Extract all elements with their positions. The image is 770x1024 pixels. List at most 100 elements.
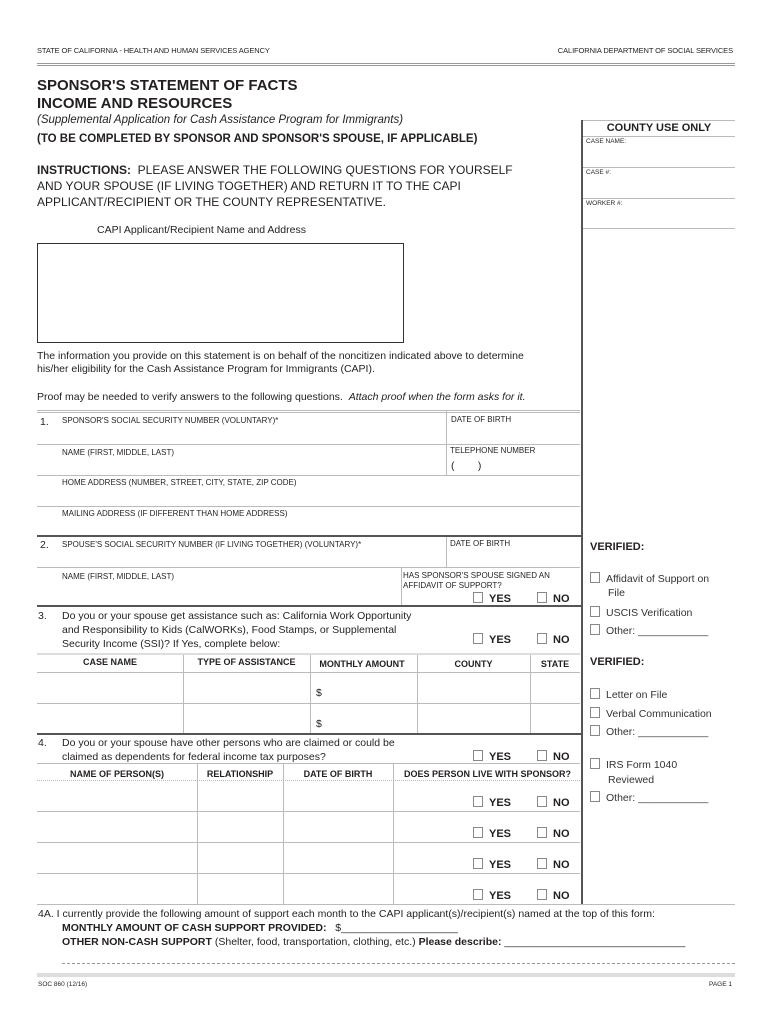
divider (37, 605, 582, 607)
monthly-amount-row2[interactable]: $ (316, 718, 322, 730)
checkbox-icon[interactable] (473, 827, 483, 838)
checkbox-icon[interactable] (590, 791, 600, 802)
dependent-2-lives-yes[interactable]: YES (473, 827, 511, 840)
q3-yes[interactable]: YES (473, 633, 511, 646)
q3-text: Do you or your spouse get assistance suc… (62, 609, 411, 651)
mailing-address-field[interactable]: MAILING ADDRESS (IF DIFFERENT THAN HOME … (62, 509, 288, 518)
sponsor-name-field[interactable]: NAME (FIRST, MIDDLE, LAST) (62, 448, 175, 457)
checkbox-icon[interactable] (537, 796, 547, 807)
no-label: NO (553, 593, 570, 605)
divider (310, 655, 311, 735)
county-box-top (583, 120, 735, 121)
case-name-field[interactable]: CASE NAME: (586, 138, 627, 145)
spouse-dob-field[interactable]: DATE OF BIRTH (450, 539, 511, 548)
divider (37, 842, 580, 843)
checkbox-icon[interactable] (473, 592, 483, 603)
checkbox-icon[interactable] (473, 796, 483, 807)
checkbox-icon[interactable] (590, 758, 600, 769)
checkbox-icon[interactable] (473, 889, 483, 900)
verify-irs-1040[interactable]: IRS Form 1040 Reviewed (590, 758, 677, 788)
checkbox-icon[interactable] (590, 707, 600, 718)
describe-input[interactable]: _______________________________ (501, 936, 686, 948)
q2-number: 2. (40, 539, 49, 551)
right-column-rule (581, 120, 583, 905)
sponsor-phone-field[interactable]: TELEPHONE NUMBER (450, 446, 536, 455)
phone-area-code[interactable]: ( ) (451, 460, 482, 472)
no-label: NO (553, 890, 570, 902)
checkbox-icon[interactable] (537, 633, 547, 644)
yes-label: YES (489, 634, 512, 646)
checkbox-icon[interactable] (537, 592, 547, 603)
divider (37, 444, 580, 445)
dependent-2-lives-no[interactable]: NO (537, 827, 570, 840)
divider (37, 873, 580, 874)
checkbox-icon[interactable] (590, 688, 600, 699)
q4-number: 4. (38, 737, 47, 749)
checkbox-icon[interactable] (473, 858, 483, 869)
checkbox-icon[interactable] (537, 827, 547, 838)
capi-label: CAPI Applicant/Recipient Name and Addres… (97, 224, 306, 236)
affidavit-no[interactable]: NO (537, 592, 570, 605)
verify-verbal[interactable]: Verbal Communication (590, 707, 712, 720)
checkbox-icon[interactable] (473, 633, 483, 644)
q4-no[interactable]: NO (537, 750, 570, 763)
q3-no[interactable]: NO (537, 633, 570, 646)
spouse-ssn-field[interactable]: SPOUSE'S SOCIAL SECURITY NUMBER (IF LIVI… (62, 540, 362, 549)
home-address-field[interactable]: HOME ADDRESS (NUMBER, STREET, CITY, STAT… (62, 478, 297, 487)
dependent-3-lives-no[interactable]: NO (537, 858, 570, 871)
checkbox-icon[interactable] (473, 750, 483, 761)
checkbox-icon[interactable] (537, 858, 547, 869)
divider (446, 411, 447, 476)
divider (583, 136, 735, 137)
yes-label: YES (489, 859, 512, 871)
q3-line1: Do you or your spouse get assistance suc… (62, 610, 412, 622)
verify-affidavit[interactable]: Affidavit of Support on File (590, 572, 709, 600)
affidavit-yes[interactable]: YES (473, 592, 511, 605)
support-statement: 4A. I currently provide the following am… (38, 908, 655, 920)
verify-other-3[interactable]: Other: ____________ (590, 791, 708, 804)
sponsor-ssn-field[interactable]: SPONSOR'S SOCIAL SECURITY NUMBER (VOLUNT… (62, 416, 279, 425)
dependent-4-lives-no[interactable]: NO (537, 889, 570, 902)
label: IRS Form 1040 (606, 759, 678, 771)
monthly-amount-row1[interactable]: $ (316, 687, 322, 699)
verify-uscis[interactable]: USCIS Verification (590, 606, 692, 619)
noncash-label: OTHER NON-CASH SUPPORT (62, 936, 212, 948)
subtitle: (Supplemental Application for Cash Assis… (37, 114, 404, 126)
checkbox-icon[interactable] (537, 750, 547, 761)
dependent-3-lives-yes[interactable]: YES (473, 858, 511, 871)
divider (583, 167, 735, 168)
checkbox-icon[interactable] (590, 725, 600, 736)
label: Other: ____________ (606, 625, 709, 637)
verify-letter[interactable]: Letter on File (590, 688, 667, 701)
verify-other-1[interactable]: Other: ____________ (590, 624, 708, 637)
checkbox-icon[interactable] (590, 606, 600, 617)
affidavit-q1: HAS SPONSOR'S SPOUSE SIGNED AN (403, 571, 550, 580)
dependent-1-lives-no[interactable]: NO (537, 796, 570, 809)
divider (530, 655, 531, 735)
form-number: SOC 860 (12/16) (38, 981, 88, 988)
spouse-name-field[interactable]: NAME (FIRST, MIDDLE, LAST) (62, 572, 175, 581)
info-line2: his/her eligibility for the Cash Assista… (37, 363, 375, 375)
cash-support-input[interactable]: $____________________ (335, 922, 458, 934)
checkbox-icon[interactable] (590, 624, 600, 635)
affidavit-q2: AFFIDAVIT OF SUPPORT? (403, 581, 502, 590)
checkbox-icon[interactable] (537, 889, 547, 900)
verify-other-2[interactable]: Other: ____________ (590, 725, 708, 738)
dependent-4-lives-yes[interactable]: YES (473, 889, 511, 902)
affidavit-question: HAS SPONSOR'S SPOUSE SIGNED AN AFFIDAVIT … (403, 571, 550, 591)
divider (37, 780, 580, 781)
sponsor-dob-field[interactable]: DATE OF BIRTH (451, 415, 512, 424)
q4-yes[interactable]: YES (473, 750, 511, 763)
case-number-field[interactable]: CASE #: (586, 169, 611, 176)
describe-input-line2[interactable] (62, 963, 735, 964)
no-label: NO (553, 634, 570, 646)
divider (37, 475, 580, 476)
q4-line1: Do you or your spouse have other persons… (62, 737, 395, 749)
dependent-1-lives-yes[interactable]: YES (473, 796, 511, 809)
no-label: NO (553, 859, 570, 871)
divider (37, 672, 580, 673)
checkbox-icon[interactable] (590, 572, 600, 583)
divider (37, 567, 580, 568)
capi-name-address-box[interactable] (37, 243, 404, 343)
worker-number-field[interactable]: WORKER #: (586, 200, 623, 207)
